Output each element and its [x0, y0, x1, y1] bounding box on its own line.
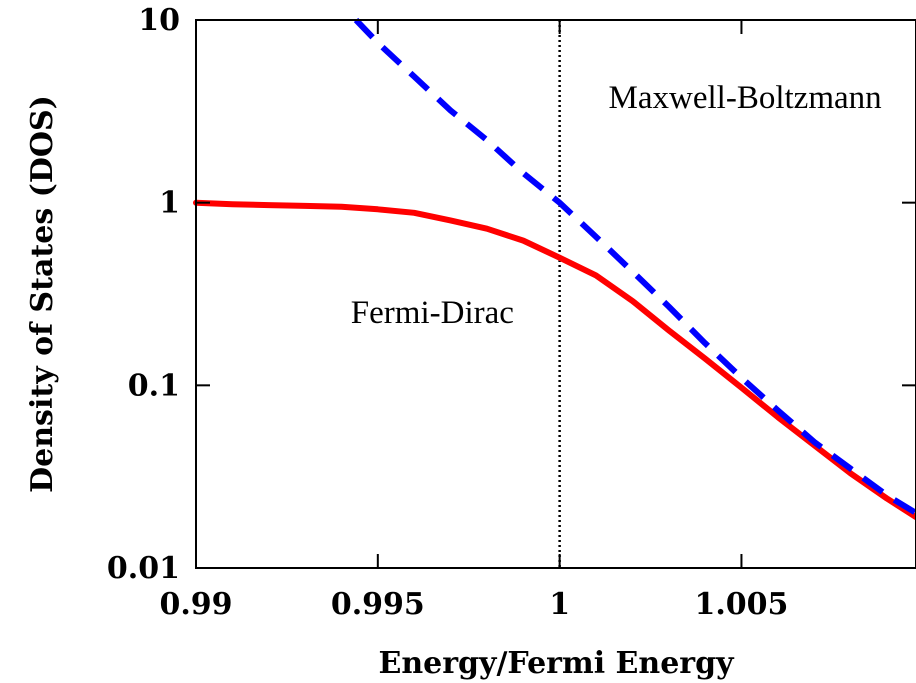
x-tick-label: 0.99: [159, 587, 232, 622]
y-tick-label: 0.01: [107, 551, 180, 586]
annotation-fermi-dirac: Fermi-Dirac: [351, 295, 514, 331]
plot-marks: [193, 17, 916, 568]
tick-marks: [195, 19, 916, 569]
x-tick-label: 1: [549, 587, 570, 622]
plot-frame: [195, 19, 916, 569]
x-tick-label: 1.005: [694, 587, 788, 622]
series-line-fd: [193, 199, 916, 521]
y-tick-label: 10: [138, 3, 180, 38]
tick-labels: 0.99 0.995 1 1.005 0.01 0.1 1 10: [107, 3, 789, 622]
x-tick-label: 0.995: [331, 587, 425, 622]
y-tick-label: 1: [159, 186, 180, 221]
series-line-mb: [353, 17, 916, 516]
y-tick-label: 0.1: [128, 368, 180, 403]
y-axis-label: Density of States (DOS): [25, 95, 60, 493]
annotation-maxwell-boltzmann: Maxwell-Boltzmann: [609, 80, 882, 116]
x-axis-label: Energy/Fermi Energy: [378, 646, 735, 681]
